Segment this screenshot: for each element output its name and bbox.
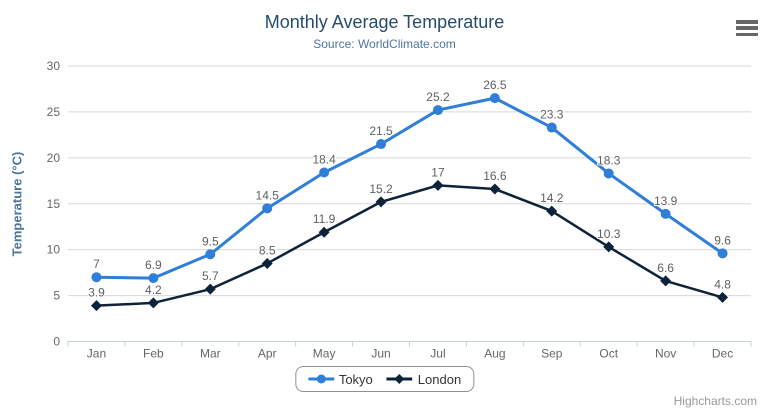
data-point-marker-tokyo[interactable] [262,203,273,214]
data-label: 5.7 [202,269,219,283]
data-point-marker-london[interactable] [147,297,159,309]
data-point-marker-london[interactable] [432,179,444,191]
data-point-marker-tokyo[interactable] [489,93,500,104]
circle-marker-icon [307,374,334,384]
data-point-marker-london[interactable] [261,257,273,269]
x-axis-label: Feb [143,347,164,361]
data-point-marker-london[interactable] [603,241,615,253]
data-point-marker-london[interactable] [717,291,729,303]
series-line-london [95,184,724,307]
data-label: 23.3 [540,108,564,122]
data-label: 14.2 [540,191,564,205]
data-label: 3.9 [88,286,105,300]
y-axis-tick-label: 25 [47,105,61,119]
data-point-marker-london[interactable] [204,283,216,295]
data-label: 15.2 [369,182,393,196]
legend-label-london: London [417,371,462,387]
x-axis-label: Jan [87,347,106,361]
legend: Tokyo London [294,366,475,392]
data-point-marker-tokyo[interactable] [91,272,102,283]
data-label: 6.6 [657,261,674,275]
data-point-marker-tokyo[interactable] [376,139,387,150]
y-axis-tick-label: 15 [47,197,61,211]
x-axis-label: Dec [712,347,733,361]
data-label: 13.9 [654,194,678,208]
data-point-marker-tokyo[interactable] [546,122,557,133]
data-point-marker-tokyo[interactable] [319,167,330,178]
data-label: 18.3 [597,153,621,167]
series-line-tokyo [94,96,725,280]
legend-label-tokyo: Tokyo [338,371,373,387]
data-label: 26.5 [483,78,507,92]
context-menu-button[interactable] [734,18,760,38]
y-axis-tick-label: 20 [47,151,61,165]
data-label: 10.3 [597,227,621,241]
y-axis-tick-label: 30 [47,59,61,73]
data-label: 6.9 [145,258,162,272]
x-axis-label: Apr [258,347,277,361]
data-point-marker-london[interactable] [546,205,558,217]
data-label: 16.6 [483,169,507,183]
data-label: 14.5 [256,188,280,202]
x-axis-label: Nov [655,347,676,361]
x-axis-label: Mar [200,347,221,361]
data-label: 18.4 [312,153,336,167]
y-axis-tick-label: 5 [53,289,60,303]
x-axis-label: Aug [484,347,505,361]
highcharts-credit-link[interactable]: Highcharts.com [673,394,757,408]
chart-subtitle: Source: WorldClimate.com [313,37,456,51]
data-label: 17 [431,165,445,179]
data-label: 11.9 [313,212,336,226]
x-axis-label: Jul [430,347,445,361]
x-axis-label: May [313,347,336,361]
data-label: 25.2 [426,90,450,104]
data-point-marker-tokyo[interactable] [660,208,671,219]
data-point-marker-london[interactable] [318,226,330,238]
data-point-marker-tokyo[interactable] [148,273,159,284]
data-point-marker-london[interactable] [489,183,501,195]
data-label: 7 [93,257,100,271]
data-point-marker-tokyo[interactable] [432,105,443,116]
data-label: 21.5 [369,124,393,138]
y-axis-tick-label: 0 [53,335,60,349]
data-label: 4.2 [145,283,162,297]
y-axis-tick-label: 10 [47,243,61,257]
legend-item-london[interactable]: London [386,371,462,387]
x-axis-label: Sep [541,347,563,361]
hamburger-icon [736,20,758,24]
data-label: 9.5 [202,234,219,248]
data-point-marker-london[interactable] [375,196,387,208]
diamond-marker-icon [386,374,413,384]
hamburger-icon [736,32,758,36]
data-label: 8.5 [259,243,276,257]
data-label: 9.6 [714,233,731,247]
chart-title: Monthly Average Temperature [264,12,505,32]
data-point-marker-london[interactable] [660,275,672,287]
x-axis-label: Jun [371,347,390,361]
data-point-marker-tokyo[interactable] [717,248,728,259]
data-point-marker-tokyo[interactable] [603,168,614,179]
hamburger-icon [736,26,758,30]
data-point-marker-london[interactable] [90,300,102,312]
data-label: 4.8 [714,277,731,291]
data-point-marker-tokyo[interactable] [205,249,216,260]
legend-item-tokyo[interactable]: Tokyo [307,371,373,387]
x-axis-label: Oct [599,347,618,361]
